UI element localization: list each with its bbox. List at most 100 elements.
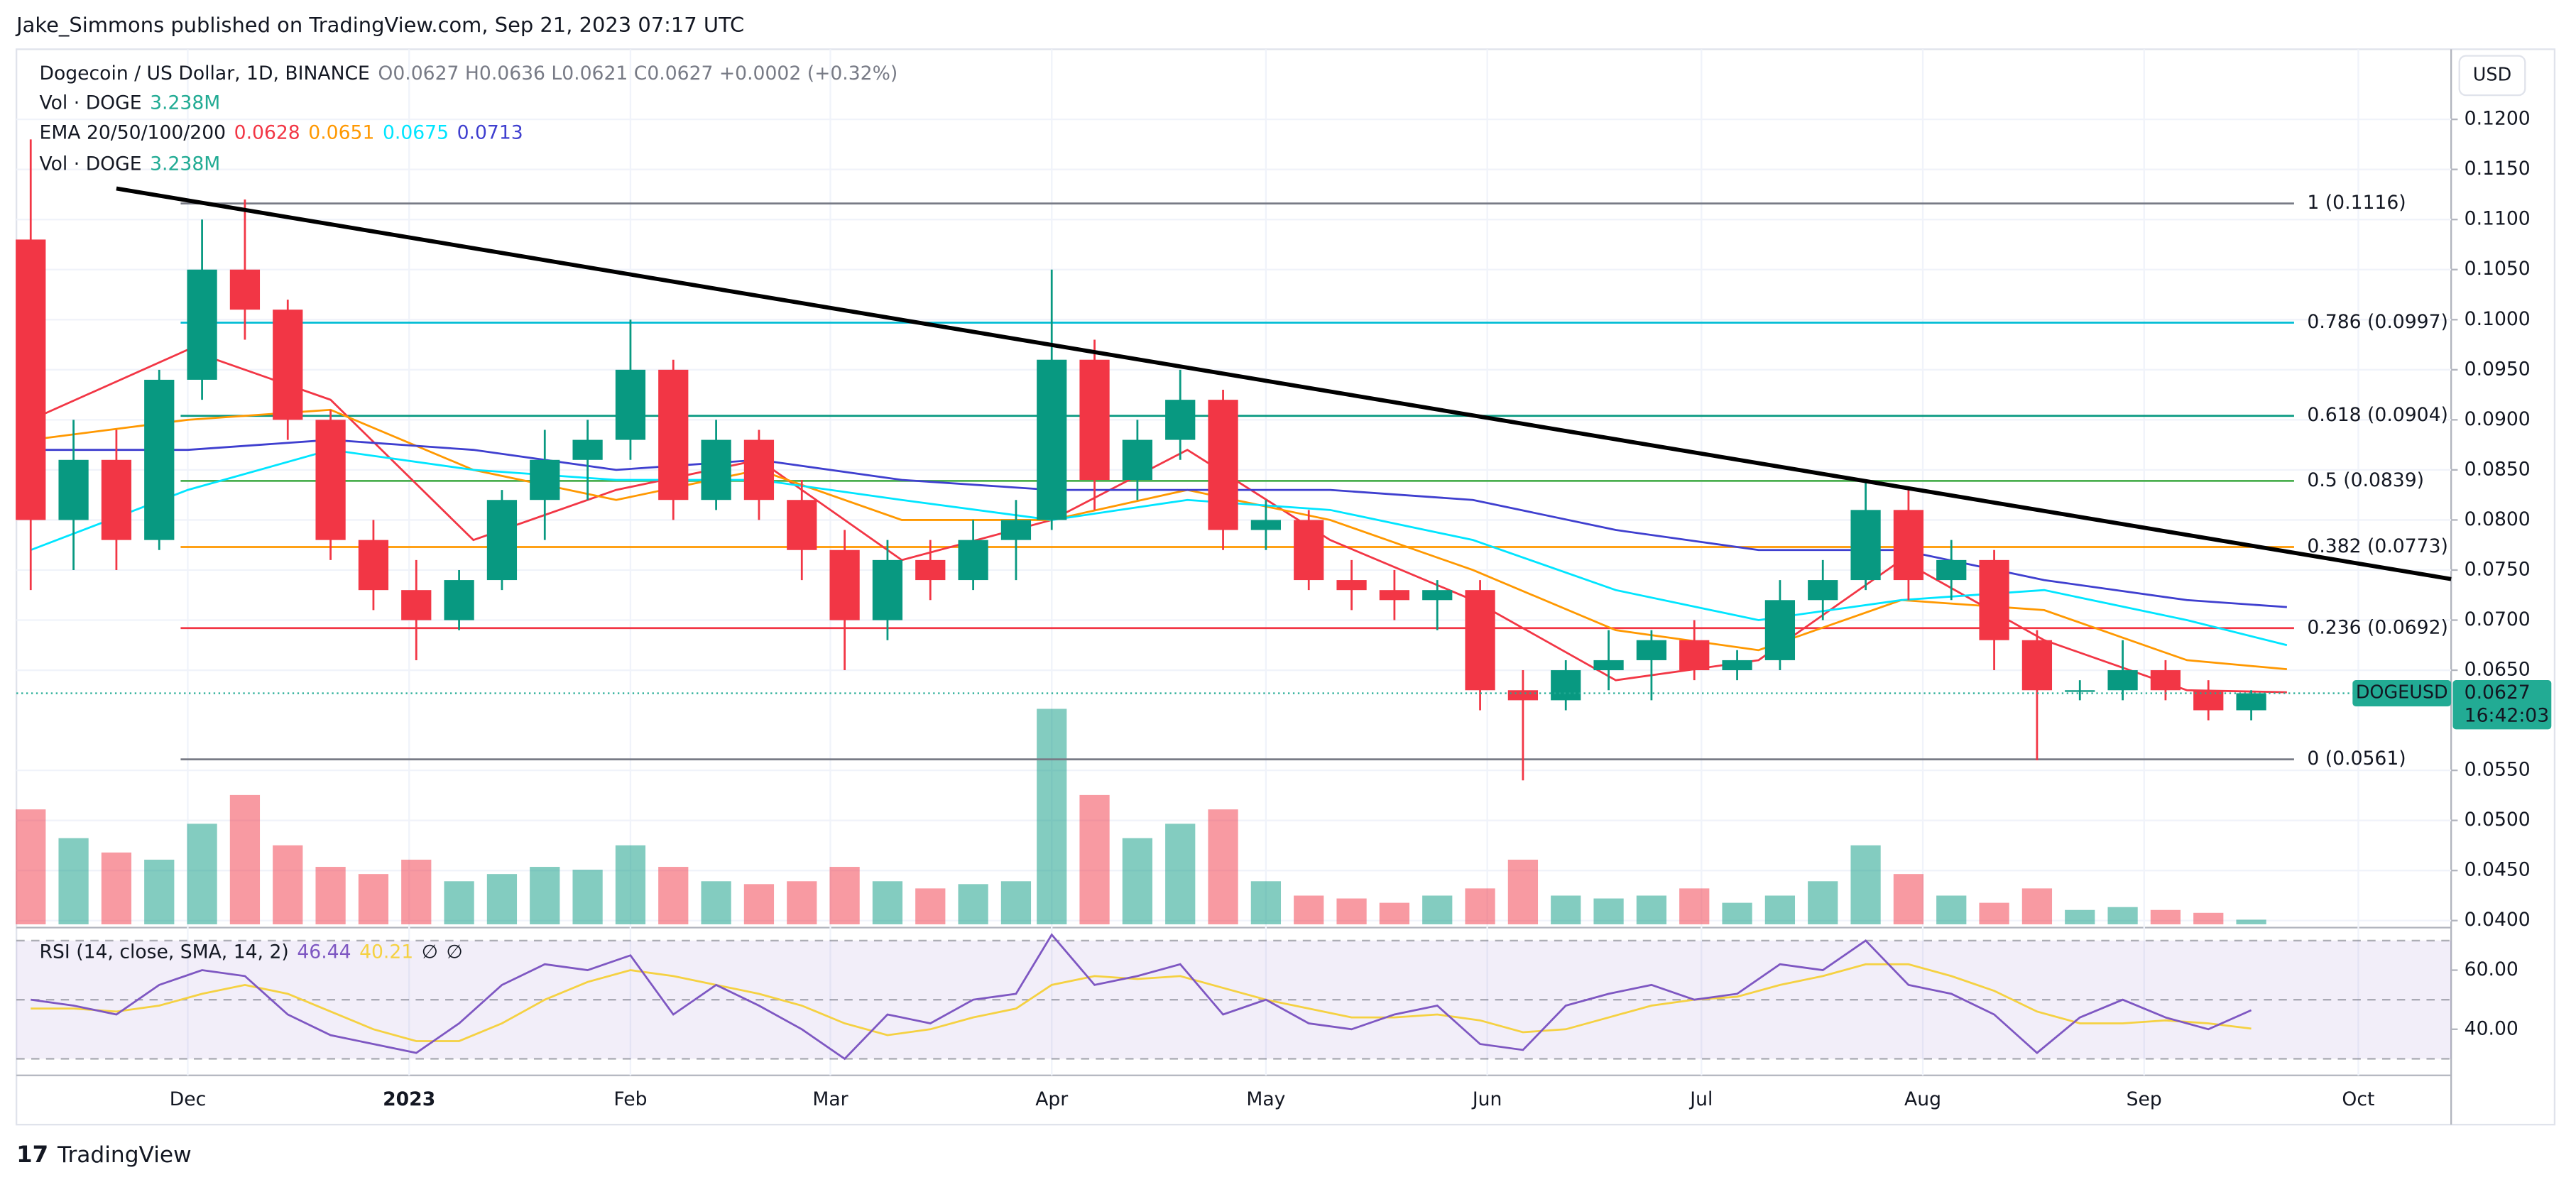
volume-bar — [958, 884, 988, 924]
candle-body — [1465, 590, 1495, 691]
volume-bar — [1122, 838, 1153, 924]
y-tick-label: 0.0650 — [2465, 659, 2531, 681]
volume-bar — [2107, 907, 2138, 924]
legend-symbol: ∅ — [422, 941, 438, 963]
volume-bar — [915, 888, 946, 924]
symbol-tag — [2352, 679, 2452, 706]
candle-body — [701, 439, 731, 500]
candle-body — [1722, 660, 1752, 671]
fib-label: 1 (0.1116) — [2307, 192, 2406, 214]
volume-bar — [572, 870, 603, 924]
fib-label: 0.382 (0.0773) — [2307, 535, 2447, 557]
volume-bar — [101, 852, 132, 924]
legend-row: Vol · DOGE 3.238M — [40, 92, 221, 114]
volume-bar — [1893, 874, 1924, 924]
footer-logo-mark: 𝟭𝟳 — [16, 1141, 48, 1168]
y-tick-label: 0.0850 — [2465, 458, 2531, 480]
y-tick-label: 0.0500 — [2465, 809, 2531, 831]
price-tag-value: 0.0627 — [2465, 682, 2531, 704]
chart-layer: Dec 2023 Feb Mar Apr May Jun Jul Aug Sep Oct 0.0400… — [16, 49, 2552, 1110]
volume-bar — [615, 845, 646, 924]
candle-body — [1250, 520, 1282, 530]
volume-bar — [1422, 895, 1453, 924]
volume-bar — [187, 824, 217, 924]
y-tick-label: 0.0950 — [2465, 358, 2531, 380]
volume-bar — [16, 809, 46, 924]
volume-bar — [1379, 902, 1410, 924]
volume-bar — [1808, 881, 1838, 924]
legend-value: 0.0628 — [234, 121, 300, 143]
candle-body — [1000, 520, 1032, 540]
x-tick-label: 2023 — [383, 1088, 435, 1110]
legend-value: 3.238M — [150, 92, 220, 114]
fib-label: 0.236 (0.0692) — [2307, 616, 2447, 638]
volume-bar — [1208, 809, 1238, 924]
candle-body — [658, 369, 689, 500]
candle-body — [144, 379, 175, 540]
volume-bar — [1000, 881, 1032, 924]
candle-body — [1507, 690, 1539, 701]
volume-bar — [444, 881, 474, 924]
x-tick-label: Dec — [170, 1088, 206, 1110]
candle-body — [1294, 520, 1324, 581]
candle-body — [1764, 600, 1796, 660]
footer-brand: TradingView — [57, 1142, 192, 1168]
candle-body — [2065, 690, 2095, 692]
volume-bar — [486, 874, 518, 924]
volume-bar — [787, 881, 817, 924]
y-tick-label: 0.0900 — [2465, 408, 2531, 430]
candle-body — [1679, 640, 1710, 671]
legend-label: RSI (14, close, SMA, 14, 2) — [40, 941, 289, 963]
volume-bar — [2150, 909, 2181, 924]
y-tick-label: 0.0800 — [2465, 508, 2531, 530]
y-tick-label: 0.0700 — [2465, 608, 2531, 630]
ema-line — [31, 439, 2287, 608]
volume-bar — [1979, 902, 2009, 924]
y-tick-label: 0.0400 — [2465, 909, 2531, 931]
legend-row: EMA 20/50/100/200 0.0628 0.0651 0.0675 0.071… — [40, 121, 523, 143]
candle-body — [1893, 510, 1924, 581]
candle-body — [2150, 670, 2181, 691]
candle-body — [1979, 559, 2009, 640]
candle-body — [101, 459, 132, 540]
candle-body — [1593, 660, 1624, 671]
volume-bar — [1593, 898, 1624, 924]
candle-body — [187, 269, 217, 380]
volume-bar — [1764, 895, 1796, 924]
legend-symbol: ∅ — [447, 941, 463, 963]
volume-bar — [2193, 912, 2224, 924]
volume-bar — [2021, 888, 2053, 924]
volume-bar — [1079, 794, 1110, 924]
legend-row: Vol · DOGE 3.238M — [40, 153, 221, 175]
rsi-tick-label: 60.00 — [2465, 958, 2518, 980]
legend-label: Vol · DOGE — [40, 153, 142, 175]
volume-bar — [2065, 909, 2095, 924]
legend-row: Dogecoin / US Dollar, 1D, BINANCE O0.0627… — [40, 62, 898, 84]
candle-body — [572, 439, 603, 460]
x-tick-label: Sep — [2127, 1088, 2162, 1110]
candle-body — [2021, 640, 2053, 691]
currency-button[interactable] — [2458, 55, 2526, 97]
candle-body — [787, 500, 817, 550]
x-tick-label: Aug — [1904, 1088, 1941, 1110]
volume-bar — [530, 867, 560, 924]
candle-body — [1936, 559, 1967, 581]
legend-value: 46.44 — [297, 941, 351, 963]
volume-bar — [1722, 902, 1752, 924]
candle-body — [2236, 693, 2266, 711]
candle-body — [1422, 590, 1453, 601]
candle-body — [1037, 359, 1067, 520]
volume-bar — [701, 881, 731, 924]
volume-bar — [58, 838, 89, 924]
candle-body — [872, 559, 903, 620]
price-tag — [2452, 679, 2552, 730]
candle-body — [401, 590, 432, 620]
candle-body — [615, 369, 646, 440]
candle-body — [2107, 670, 2138, 691]
candle-body — [16, 239, 46, 520]
candle-body — [1079, 359, 1110, 481]
volume-bar — [743, 884, 775, 924]
candle-body — [444, 580, 474, 620]
volume-bar — [144, 859, 175, 924]
y-tick-label: 0.0750 — [2465, 558, 2531, 580]
